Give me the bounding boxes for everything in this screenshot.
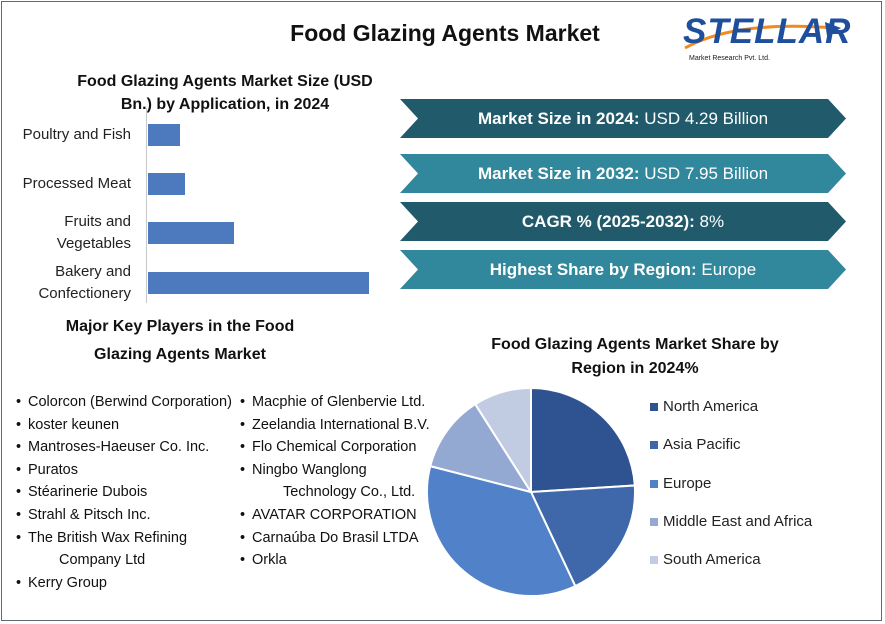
player-name: koster keunen <box>28 416 120 433</box>
players-title-line1: Major Key Players in the Food <box>65 318 295 335</box>
player-list-item: Kerry Group <box>14 572 234 595</box>
stat-text: Market Size in 2024: USD 4.29 Billion <box>400 99 846 138</box>
bar-bakery-and-confectionery <box>148 272 369 294</box>
stat-banner: Highest Share by Region: Europe <box>400 250 846 289</box>
stat-label: Highest Share by Region: <box>489 260 697 279</box>
pie-chart <box>426 386 636 597</box>
player-list-item: Puratos <box>14 459 234 482</box>
logo-swoosh-icon <box>684 22 841 50</box>
stat-label: Market Size in 2032: <box>477 164 640 183</box>
legend-swatch <box>650 518 658 526</box>
player-list-item: Carnaúba Do Brasil LTDA <box>238 527 430 550</box>
player-name: The British Wax Refining Company Ltd <box>28 529 188 569</box>
stat-value: 8% <box>694 212 725 231</box>
bar-chart-title: Food Glazing Agents Market Size (USD Bn.… <box>60 70 390 116</box>
player-name: Orkla <box>252 552 287 569</box>
legend-swatch <box>650 403 658 411</box>
bar-chart-axis <box>146 108 147 303</box>
pie-slice-south-america <box>473 386 532 496</box>
player-name: Kerry Group <box>28 574 107 591</box>
legend-swatch <box>650 441 658 449</box>
stat-text: Market Size in 2032: USD 7.95 Billion <box>400 154 846 193</box>
players-list-2: Macphie of Glenbervie Ltd. Zeelandia Inte… <box>238 391 430 572</box>
stat-value: USD 7.95 Billion <box>639 164 769 183</box>
bar-category-label: Processed Meat <box>3 173 131 195</box>
player-list-item: Strahl & Pitsch Inc. <box>14 504 234 527</box>
players-list-1: Colorcon (Berwind Corporation) koster keu… <box>14 391 234 594</box>
bar-chart-title-line2: Bn.) by Application, in 2024 <box>120 96 330 113</box>
pie-slice-europe <box>426 464 577 597</box>
player-name: Strahl & Pitsch Inc. <box>28 506 151 523</box>
legend-label: South America <box>663 551 761 568</box>
pie-chart-title-line1: Food Glazing Agents Market Share by <box>491 336 779 353</box>
stat-text: Highest Share by Region: Europe <box>400 250 846 289</box>
player-name: Puratos <box>28 461 78 478</box>
stat-banner: Market Size in 2024: USD 4.29 Billion <box>400 99 846 138</box>
pie-slice-asia-pacific <box>529 484 636 588</box>
stat-text: CAGR % (2025-2032): 8% <box>400 202 846 241</box>
bar-category-label-line: Fruits and <box>64 213 131 230</box>
stat-arrow-shape <box>400 202 846 241</box>
legend-swatch <box>650 556 658 564</box>
player-list-item: Orkla <box>238 549 430 572</box>
bar-category-label-line: Vegetables <box>56 235 131 252</box>
player-name: Zeelandia International B.V. <box>252 416 430 433</box>
bar-category-label: Bakery and Confectionery <box>3 261 131 305</box>
player-list-item: Flo Chemical Corporation <box>238 436 430 459</box>
stat-arrow-shape <box>400 154 846 193</box>
bar-fruits-and-vegetables <box>148 222 234 244</box>
player-name: Mantroses-Haeuser Co. Inc. <box>28 439 210 456</box>
bar-category-label-line: Poultry and Fish <box>22 126 131 143</box>
player-name: Macphie of Glenbervie Ltd. <box>252 394 426 410</box>
player-list-item: The British Wax Refining Company Ltd <box>14 527 234 572</box>
player-list-item: Zeelandia International B.V. <box>238 414 430 437</box>
player-list-item: Mantroses-Haeuser Co. Inc. <box>14 436 234 459</box>
player-name: Carnaúba Do Brasil LTDA <box>252 529 419 546</box>
pie-chart-title: Food Glazing Agents Market Share by Regi… <box>470 333 800 381</box>
player-list-item: Stéarinerie Dubois <box>14 481 234 504</box>
logo-tagline: Market Research Pvt. Ltd. <box>689 55 770 62</box>
player-name: Colorcon (Berwind Corporation) <box>28 394 232 410</box>
legend-label: Middle East and Africa <box>663 513 813 530</box>
bar-poultry-and-fish <box>148 124 180 146</box>
bar-category-label: Fruits and Vegetables <box>3 211 131 255</box>
stat-banner: Market Size in 2032: USD 7.95 Billion <box>400 154 846 193</box>
bar-processed-meat <box>148 173 185 195</box>
stat-arrow-shape <box>400 99 846 138</box>
logo-wordmark: STELLAR <box>683 12 852 51</box>
player-list-item: Ningbo Wanglong Technology Co., Ltd. <box>238 459 430 504</box>
player-name: Flo Chemical Corporation <box>252 439 417 456</box>
player-list-item: koster keunen <box>14 414 234 437</box>
stat-label: Market Size in 2024: <box>477 109 640 128</box>
pie-slice-north-america <box>530 386 636 494</box>
players-title-line2: Glazing Agents Market <box>94 346 266 363</box>
bar-category-label: Poultry and Fish <box>3 124 131 146</box>
legend-label: Asia Pacific <box>663 436 741 453</box>
player-list-item: Macphie of Glenbervie Ltd. <box>238 391 430 414</box>
player-name: AVATAR CORPORATION <box>252 506 417 523</box>
stat-arrow-shape <box>400 250 846 289</box>
stellar-logo: STELLAR Market Research Pvt. Ltd. <box>675 10 850 66</box>
player-list-item: AVATAR CORPORATION <box>238 504 430 527</box>
legend-label: Europe <box>663 475 712 492</box>
players-title: Major Key Players in the Food Glazing Ag… <box>30 313 330 369</box>
player-name: Ningbo Wanglong Technology Co., Ltd. <box>252 461 416 501</box>
page-title: Food Glazing Agents Market <box>290 20 600 46</box>
legend-swatch <box>650 480 658 488</box>
bar-category-label-line: Confectionery <box>38 285 131 302</box>
bar-category-label-line: Processed Meat <box>22 175 131 192</box>
pie-chart-title-line2: Region in 2024% <box>571 360 699 377</box>
stat-value: Europe <box>696 260 757 279</box>
player-list-item: Colorcon (Berwind Corporation) <box>14 391 234 414</box>
stat-value: USD 4.29 Billion <box>639 109 769 128</box>
legend-label: North America <box>663 398 759 415</box>
pie-slice-middle-east-and-africa <box>429 402 534 494</box>
stat-banner: CAGR % (2025-2032): 8% <box>400 202 846 241</box>
bar-category-label-line: Bakery and <box>55 263 131 280</box>
player-name: Stéarinerie Dubois <box>28 484 148 501</box>
bar-chart-title-line1: Food Glazing Agents Market Size (USD <box>77 73 373 90</box>
stat-label: CAGR % (2025-2032): <box>521 212 695 231</box>
